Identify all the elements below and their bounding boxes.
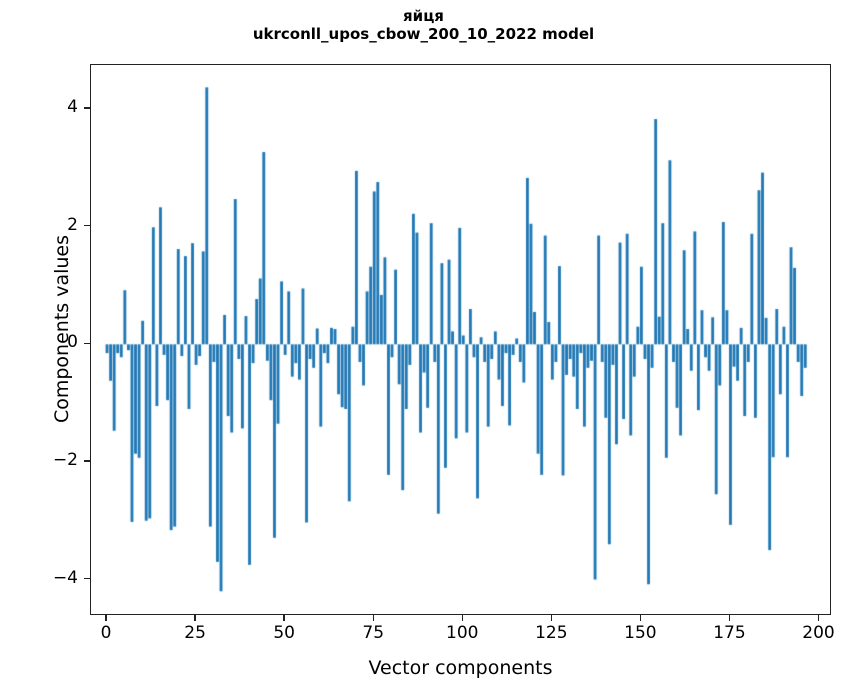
x-tick-mark [461, 615, 463, 621]
x-axis-label: Vector components [368, 657, 553, 679]
x-tick-mark [639, 615, 642, 621]
x-tick-label: 75 [362, 623, 385, 643]
y-tick-label: 4 [67, 97, 78, 118]
y-tick-label-wrap: 4 [0, 97, 78, 117]
y-tick-mark [84, 225, 90, 227]
x-tick-mark [550, 615, 553, 621]
chart-title-line-1: яйця [403, 7, 444, 25]
y-tick-label-wrap: −2 [0, 450, 78, 470]
x-tick-label: 25 [184, 623, 206, 643]
chart-title-line-2: ukrconll_upos_cbow_200_10_2022 model [252, 24, 595, 43]
y-tick-mark [84, 460, 90, 462]
x-tick-label: 125 [535, 623, 568, 643]
y-tick-mark [84, 107, 90, 109]
x-tick-label: 50 [273, 623, 295, 643]
plot-area [90, 64, 831, 615]
x-tick-label: 175 [713, 623, 746, 643]
x-tick-mark [283, 615, 285, 621]
y-tick-label: 0 [67, 332, 78, 353]
x-tick-label: 100 [446, 623, 479, 643]
x-tick-label: 150 [624, 623, 657, 643]
x-tick-label: 200 [802, 623, 835, 643]
y-tick-label: −2 [52, 449, 78, 470]
y-tick-label: 2 [67, 214, 78, 235]
x-tick-label: 0 [100, 623, 112, 643]
x-tick-mark [372, 615, 374, 621]
chart-title: яйця ukrconll_upos_cbow_200_10_2022 mode… [0, 7, 847, 43]
x-tick-mark [194, 615, 196, 621]
y-axis-label: Components values [51, 234, 73, 424]
y-tick-label: −4 [52, 567, 78, 588]
y-tick-mark [84, 577, 90, 580]
x-tick-mark [817, 615, 820, 621]
y-tick-mark [84, 342, 90, 344]
y-tick-label-wrap: 2 [0, 215, 78, 235]
y-tick-label-wrap: 0 [0, 332, 78, 352]
bar-series-canvas [91, 65, 830, 614]
x-tick-mark [728, 615, 731, 621]
y-tick-label-wrap: −4 [0, 568, 78, 588]
x-tick-mark [105, 615, 107, 621]
